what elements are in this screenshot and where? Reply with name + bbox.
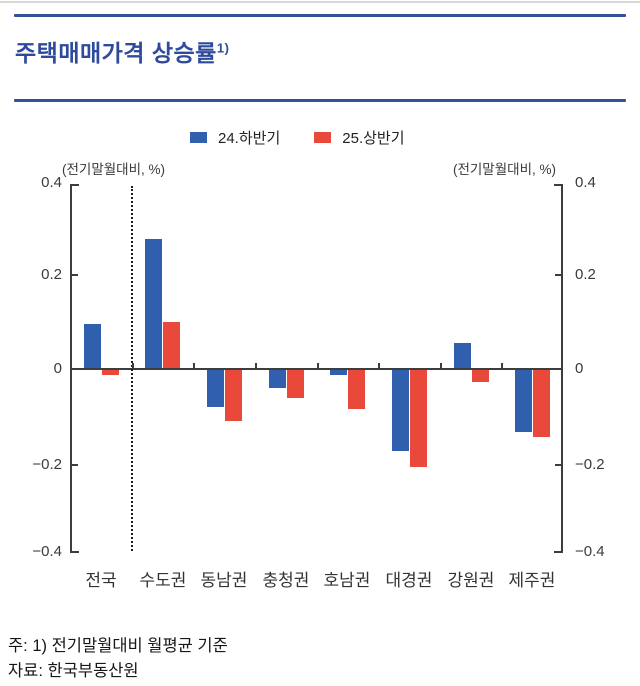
bar-25.상반기-대경권 xyxy=(410,370,427,467)
xlabel-gangwon: 강원권 xyxy=(447,571,495,590)
ytick-right-neg0.2: −0.2 xyxy=(575,456,605,473)
x-axis-group-tick xyxy=(317,363,319,368)
ytick-right-0.4: 0.4 xyxy=(575,174,596,191)
chart-legend: 24.하반기 25.상반기 xyxy=(190,127,405,148)
xlabel-chungcheong: 충청권 xyxy=(262,571,310,590)
bar-24.하반기-대경권 xyxy=(392,370,409,451)
bar-24.하반기-강원권 xyxy=(454,343,471,368)
x-axis-zero-line xyxy=(70,368,563,370)
y-axis-left-tick-0.2 xyxy=(72,274,78,276)
bar-25.상반기-충청권 xyxy=(287,370,304,398)
bar-24.하반기-충청권 xyxy=(269,370,286,388)
footnote-source: 자료: 한국부동산원 xyxy=(8,662,139,680)
ytick-left-0.2: 0.2 xyxy=(41,266,62,283)
bar-24.하반기-호남권 xyxy=(330,370,347,375)
bar-24.하반기-전국 xyxy=(84,324,101,368)
bar-25.상반기-수도권 xyxy=(163,322,180,368)
y-axis-left-bottom-cap xyxy=(70,551,79,553)
header-rule-bottom xyxy=(14,99,626,102)
xlabel-jeju: 제주권 xyxy=(508,571,556,590)
bar-25.상반기-동남권 xyxy=(225,370,242,421)
bar-25.상반기-호남권 xyxy=(348,370,365,409)
bar-25.상반기-강원권 xyxy=(472,370,489,382)
ytick-right-neg0.4: −0.4 xyxy=(575,543,605,560)
bar-24.하반기-수도권 xyxy=(145,239,162,368)
legend-label-series1: 24.하반기 xyxy=(218,130,281,147)
ytick-left-0.4: 0.4 xyxy=(41,174,62,191)
legend-item-series2: 25.상반기 xyxy=(314,127,405,148)
ytick-left-0: 0 xyxy=(53,360,62,377)
bar-24.하반기-동남권 xyxy=(207,370,224,407)
axis-unit-label-left: (전기말월대비, %) xyxy=(62,162,166,177)
x-axis-group-tick xyxy=(501,363,503,368)
xlabel-jeonguk: 전국 xyxy=(85,571,117,590)
bar-25.상반기-전국 xyxy=(102,370,119,375)
y-axis-left-top-cap xyxy=(70,184,79,186)
x-axis-group-tick xyxy=(440,363,442,368)
ytick-left-neg0.2: −0.2 xyxy=(32,456,62,473)
ytick-left-neg0.4: −0.4 xyxy=(32,543,62,560)
legend-swatch-blue-icon xyxy=(190,132,207,143)
x-axis-group-tick xyxy=(378,363,380,368)
ytick-right-0: 0 xyxy=(575,360,584,377)
footnotes: 주: 1) 전기말월대비 월평균 기준 자료: 한국부동산원 xyxy=(8,634,228,684)
national-region-separator-dotted-line xyxy=(131,186,133,551)
x-axis-group-tick xyxy=(132,363,134,368)
header-rule-top xyxy=(14,14,626,17)
footnote-note: 주: 1) 전기말월대비 월평균 기준 xyxy=(8,637,228,655)
bar-25.상반기-제주권 xyxy=(533,370,550,437)
xlabel-honam: 호남권 xyxy=(323,571,371,590)
legend-swatch-red-icon xyxy=(314,132,332,143)
legend-label-series2: 25.상반기 xyxy=(342,130,405,147)
xlabel-daegyeong: 대경권 xyxy=(385,571,433,590)
y-axis-right-bottom-cap xyxy=(554,551,563,553)
bar-24.하반기-제주권 xyxy=(515,370,532,432)
ytick-right-0.2: 0.2 xyxy=(575,266,596,283)
legend-item-series1: 24.하반기 xyxy=(190,127,280,148)
y-axis-right-tick-neg0.2 xyxy=(555,464,561,466)
xlabel-sudogwon: 수도권 xyxy=(139,571,187,590)
y-axis-right-top-cap xyxy=(554,184,563,186)
x-axis-group-tick xyxy=(193,363,195,368)
y-axis-left-tick-neg0.2 xyxy=(72,464,78,466)
x-axis-group-tick xyxy=(255,363,257,368)
top-edge-divider xyxy=(0,1,640,3)
chart-title-footnote-marker: 1) xyxy=(216,40,230,56)
xlabel-dongnam: 동남권 xyxy=(200,571,248,590)
axis-unit-label-right: (전기말월대비, %) xyxy=(452,162,556,177)
chart-title-text: 주택매매가격 상승률 xyxy=(15,40,217,66)
chart-title: 주택매매가격 상승률1) xyxy=(15,34,229,68)
y-axis-right-tick-0.2 xyxy=(555,274,561,276)
